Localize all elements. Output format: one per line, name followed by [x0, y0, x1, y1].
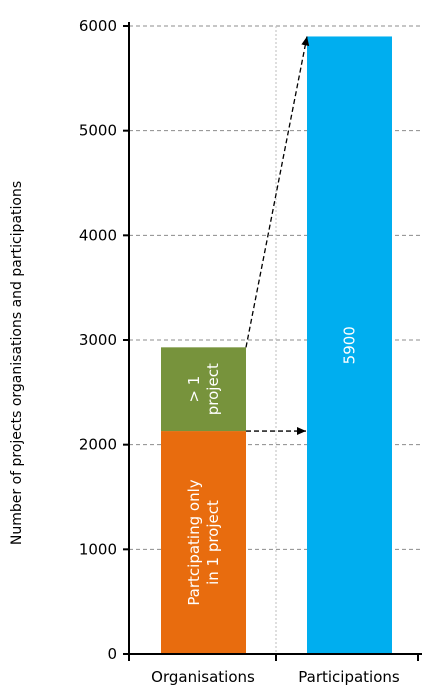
bar-segment-label: 5900	[341, 326, 359, 364]
y-tick-label: 5000	[79, 122, 117, 140]
bar-segment	[161, 347, 246, 432]
gridlines	[129, 25, 422, 654]
bar-segment	[307, 36, 392, 654]
bar-segment-label: > 1project	[185, 363, 222, 415]
x-tick-label: Participations	[298, 668, 400, 686]
x-tick-label: Organisations	[151, 668, 255, 686]
y-tick-label: 4000	[79, 226, 117, 244]
flow-arrow	[245, 36, 310, 348]
y-tick-label: 0	[107, 645, 117, 663]
bar-segment-label: Partcipating onlyin 1 project	[185, 479, 222, 605]
y-tick-label: 3000	[79, 331, 117, 349]
y-tick-label: 2000	[79, 436, 117, 454]
y-tick-label: 6000	[79, 17, 117, 35]
bar-segment	[161, 431, 246, 654]
y-tick-label: 1000	[79, 540, 117, 558]
arrows	[245, 36, 310, 436]
bars: Partcipating onlyin 1 project > 1project 5…	[161, 36, 392, 654]
y-axis-label: Number of projects organisations and par…	[9, 181, 25, 545]
axes: 0 1000 2000 3000 4000 5000 6000 Organisations Pa…	[79, 17, 422, 686]
